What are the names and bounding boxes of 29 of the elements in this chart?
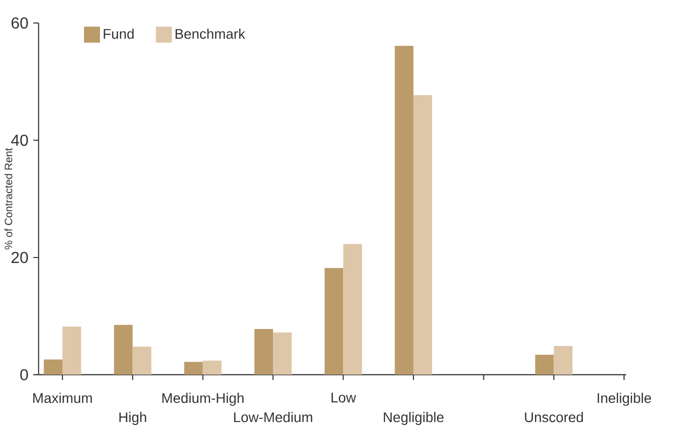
x-tick-label: Unscored bbox=[525, 412, 583, 422]
legend-label: Fund bbox=[104, 28, 134, 40]
bar bbox=[343, 244, 362, 375]
bar bbox=[413, 95, 432, 375]
bar bbox=[184, 362, 203, 375]
y-tick-label: 20 bbox=[12, 252, 28, 264]
x-tick-label: Medium-High bbox=[162, 392, 244, 406]
x-tick-label: Low bbox=[332, 392, 356, 403]
bar bbox=[254, 329, 274, 375]
y-axis-title: % of Contracted Rent bbox=[4, 148, 12, 250]
x-tick-label: Negligible bbox=[384, 412, 444, 426]
bar bbox=[324, 268, 344, 375]
y-tick-label: 60 bbox=[12, 17, 28, 29]
y-tick-label: 0 bbox=[20, 369, 28, 381]
bar bbox=[62, 326, 82, 375]
bar bbox=[202, 360, 222, 375]
legend-label: Benchmark bbox=[176, 28, 246, 40]
x-tick-label: High bbox=[119, 412, 146, 426]
x-tick-label: Low-Medium bbox=[234, 412, 312, 422]
bar bbox=[132, 346, 152, 375]
bar bbox=[273, 332, 292, 375]
x-tick-label: Maximum bbox=[33, 392, 92, 404]
bar bbox=[44, 360, 62, 375]
bar bbox=[394, 46, 414, 375]
y-tick-label: 40 bbox=[11, 134, 28, 146]
bar bbox=[554, 346, 573, 375]
x-tick-label: Ineligible bbox=[598, 392, 652, 406]
bar bbox=[114, 325, 133, 375]
bar bbox=[535, 354, 554, 375]
